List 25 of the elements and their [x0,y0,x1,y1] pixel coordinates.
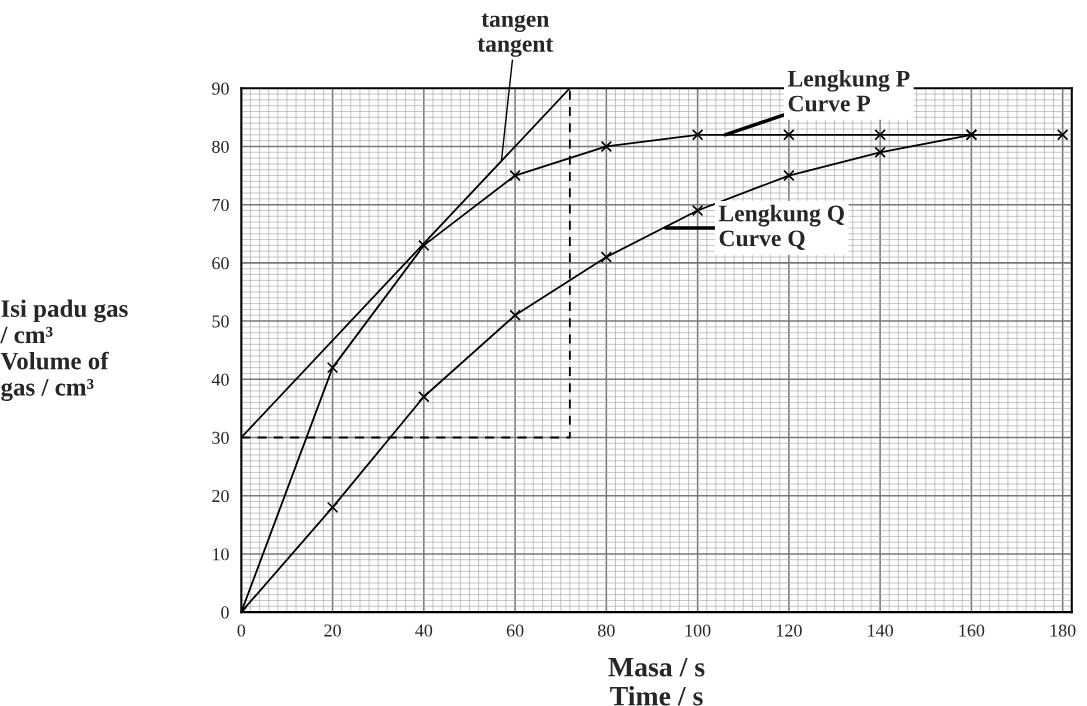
y-tick-label: 40 [211,373,229,386]
y-axis-title: Isi padu gas / cm³ Volume of gas / cm³ [0,299,128,401]
x-tick-label: 0 [237,624,246,637]
y-tick-label: 60 [212,257,229,270]
y-tick-label: 0 [221,606,229,619]
x-tick-label: 140 [868,624,893,637]
x-tick-label: 80 [598,624,615,637]
x-tick-label: 180 [1050,624,1076,637]
annotation: Lengkung Q Curve Q [718,204,845,250]
y-tick-label: 10 [213,548,229,561]
x-axis-title: Masa / s Time / s [608,657,705,706]
x-tick-label: 20 [324,624,341,637]
y-tick-label: 70 [212,198,229,212]
x-tick-label: 120 [776,624,802,637]
x-tick-label: 40 [415,624,433,637]
x-tick-label: 60 [506,624,524,637]
annotation: tangen tangent [477,13,554,57]
x-tick-label: 160 [959,624,985,637]
x-tick-label: 100 [685,624,711,637]
annotation: Lengkung P Curve P [787,70,910,112]
y-tick-label: 50 [212,315,229,328]
y-tick-label: 20 [212,489,229,503]
y-tick-label: 80 [212,140,229,153]
y-tick-label: 90 [212,82,229,95]
y-tick-label: 30 [212,431,229,444]
